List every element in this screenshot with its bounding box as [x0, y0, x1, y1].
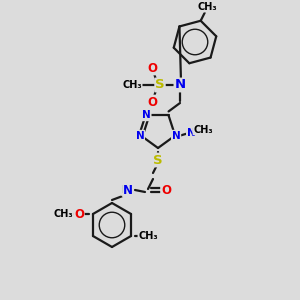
Text: H: H [121, 185, 130, 195]
Text: N: N [142, 110, 151, 120]
Text: N: N [174, 79, 186, 92]
Text: O: O [147, 95, 157, 109]
Text: CH₃: CH₃ [193, 124, 213, 135]
Text: CH₃: CH₃ [138, 231, 158, 241]
Text: N: N [187, 128, 196, 138]
Text: N: N [123, 184, 133, 196]
Text: S: S [155, 79, 165, 92]
Text: O: O [147, 61, 157, 74]
Text: CH₃: CH₃ [53, 209, 73, 219]
Text: CH₃: CH₃ [198, 2, 218, 12]
Text: CH₃: CH₃ [122, 80, 142, 90]
Text: N: N [172, 130, 181, 141]
Text: O: O [161, 184, 171, 196]
Text: N: N [136, 130, 144, 141]
Text: S: S [153, 154, 163, 166]
Text: O: O [74, 208, 84, 220]
